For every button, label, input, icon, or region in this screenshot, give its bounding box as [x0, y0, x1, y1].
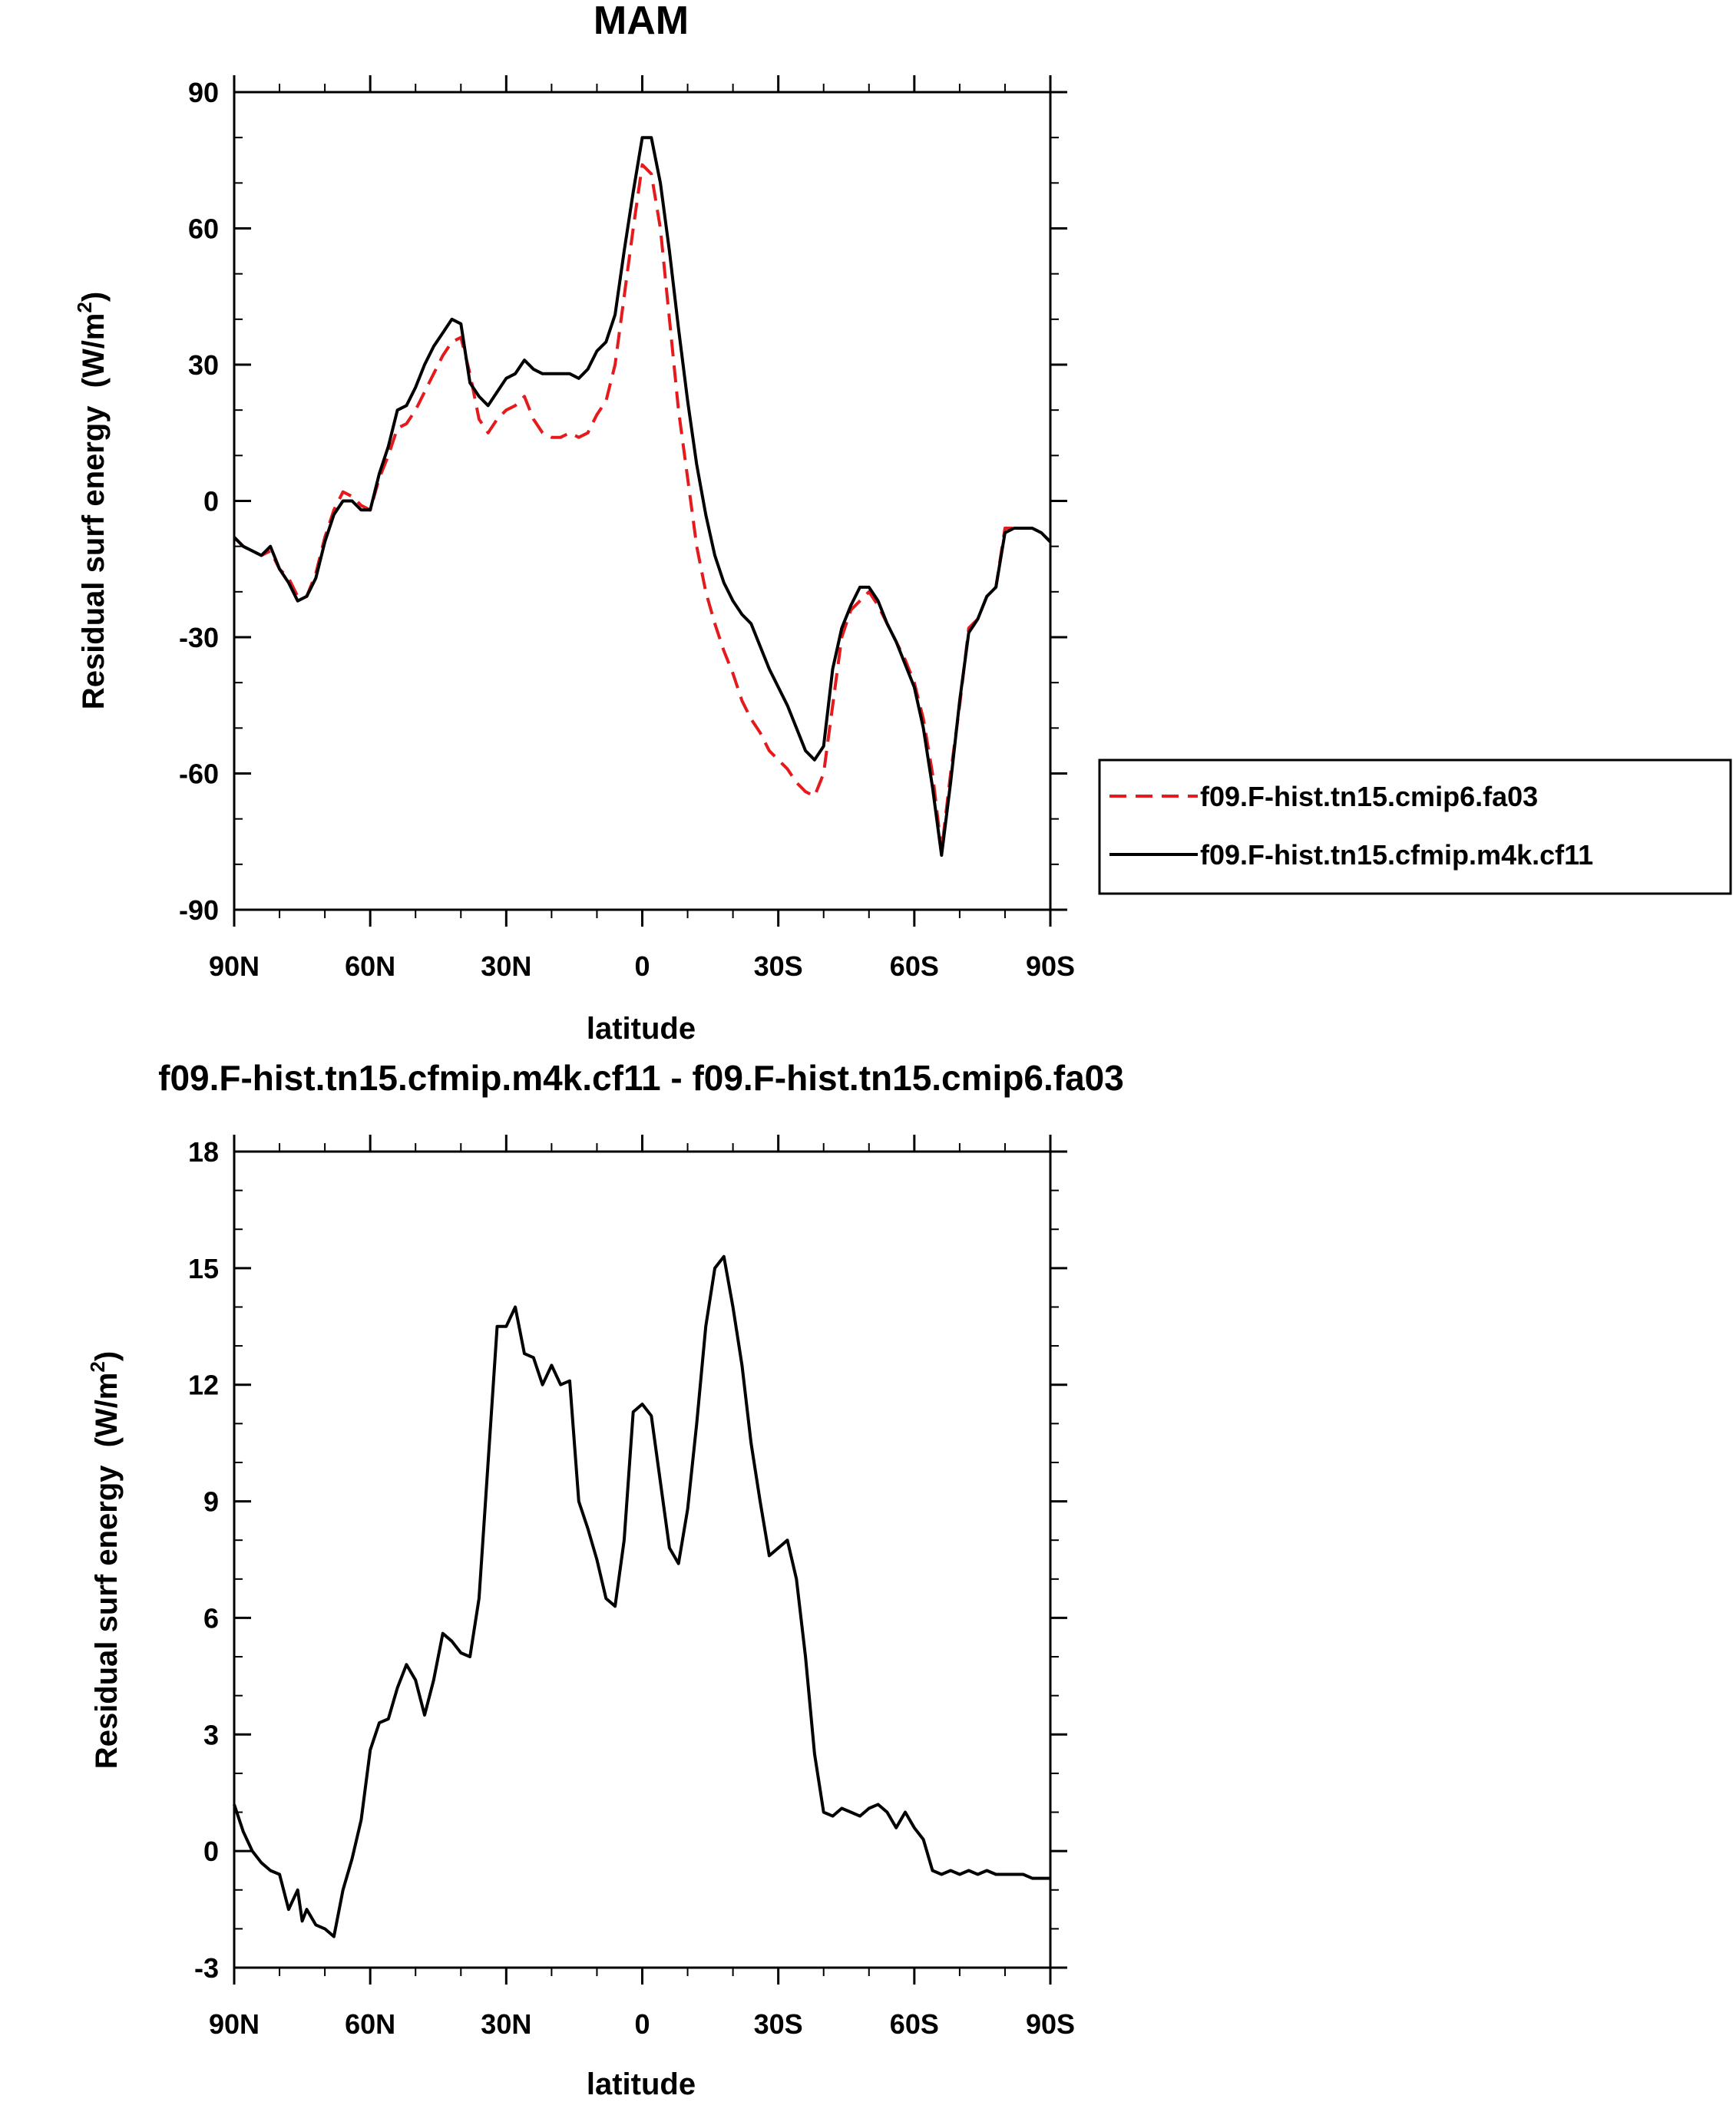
series-line-cf11: [233, 136, 1052, 857]
y-tick-label: 30: [188, 349, 219, 381]
y-axis-title-top-close: ): [77, 292, 111, 302]
x-tick-labels-bottom: 90N 60N 30N 0 30S 60S 90S: [209, 2008, 1075, 2040]
y-tick-label: 18: [188, 1136, 219, 1168]
y-tick-label: 12: [188, 1370, 219, 1401]
y-tick-label: -3: [194, 1952, 219, 1984]
x-tick-label: 30S: [754, 950, 803, 982]
y-axis-title-bottom-unit: (W/m: [90, 1373, 124, 1448]
y-tick-label: -30: [179, 622, 219, 653]
x-axis-title-bottom: latitude: [587, 2067, 696, 2101]
y-axis-title-top-sup: 2: [73, 302, 96, 312]
plot-frame-top: [233, 91, 1052, 911]
y-tick-labels-bottom: -3 0 3 6 9 12 15 18: [188, 1136, 219, 1984]
y-tick-label: 9: [203, 1486, 219, 1518]
y-tick-label: 90: [188, 77, 219, 108]
x-tick-label: 60N: [345, 2008, 395, 2040]
series-layer-top: [233, 136, 1052, 857]
y-axis-title-top-unit: (W/m: [77, 313, 111, 388]
series-line-difference: [233, 1254, 1050, 1938]
y-axis-title-bottom-main: Residual surf energy: [90, 1465, 124, 1769]
panel-mam: MAM -90 -60 -30 0 30 60 90 90N 60N 30N 0 30S 60S 90S…: [73, 0, 1075, 1046]
x-tick-label: 60N: [345, 950, 395, 982]
x-tick-label: 60S: [890, 2008, 939, 2040]
y-axis-title-top: Residual surf energy (W/m2): [73, 292, 111, 709]
y-tick-label: 15: [188, 1253, 219, 1284]
series-layer-bottom: [233, 1254, 1050, 1938]
x-tick-label: 30N: [481, 2008, 531, 2040]
y-axis-title-bottom-sup: 2: [86, 1361, 109, 1372]
x-tick-label: 90S: [1026, 950, 1075, 982]
x-tick-label: 30N: [481, 950, 531, 982]
x-tick-label: 0: [634, 950, 650, 982]
y-tick-labels-top: -90 -60 -30 0 30 60 90: [179, 77, 219, 926]
y-axis-title-bottom-close: ): [90, 1351, 124, 1361]
legend-box: [1098, 759, 1732, 895]
y-tick-label: -90: [179, 894, 219, 926]
panel-difference: f09.F-hist.tn15.cfmip.m4k.cf11 - f09.F-h…: [86, 1058, 1124, 2101]
x-tick-label: 0: [634, 2008, 650, 2040]
chart-title-difference: f09.F-hist.tn15.cfmip.m4k.cf11 - f09.F-h…: [158, 1058, 1124, 1098]
y-tick-label: 0: [203, 486, 219, 517]
x-tick-label: 60S: [890, 950, 939, 982]
x-axis-title-top: latitude: [587, 1012, 696, 1046]
legend-label-cf11: f09.F-hist.tn15.cfmip.m4k.cf11: [1200, 839, 1593, 871]
x-tick-label: 90N: [209, 2008, 260, 2040]
plot-frame-bottom: [233, 1150, 1052, 1969]
legend: f09.F-hist.tn15.cmip6.fa03 f09.F-hist.tn…: [1098, 759, 1732, 895]
y-axis-title-top-main: Residual surf energy: [77, 405, 111, 709]
x-tick-label: 90S: [1026, 2008, 1075, 2040]
chart-title-mam: MAM: [594, 0, 689, 43]
y-tick-label: 60: [188, 213, 219, 245]
y-axis-title-bottom: Residual surf energy (W/m2): [86, 1351, 124, 1769]
legend-label-fa03: f09.F-hist.tn15.cmip6.fa03: [1200, 781, 1538, 812]
axis-ticks-bottom: [233, 1135, 1067, 1985]
y-tick-label: 3: [203, 1719, 219, 1750]
x-tick-label: 90N: [209, 950, 260, 982]
axis-ticks-top: [233, 75, 1067, 927]
y-tick-label: 6: [203, 1602, 219, 1634]
x-tick-label: 30S: [754, 2008, 803, 2040]
x-tick-labels-top: 90N 60N 30N 0 30S 60S 90S: [209, 950, 1075, 982]
y-tick-label: -60: [179, 759, 219, 790]
y-tick-label: 0: [203, 1836, 219, 1867]
